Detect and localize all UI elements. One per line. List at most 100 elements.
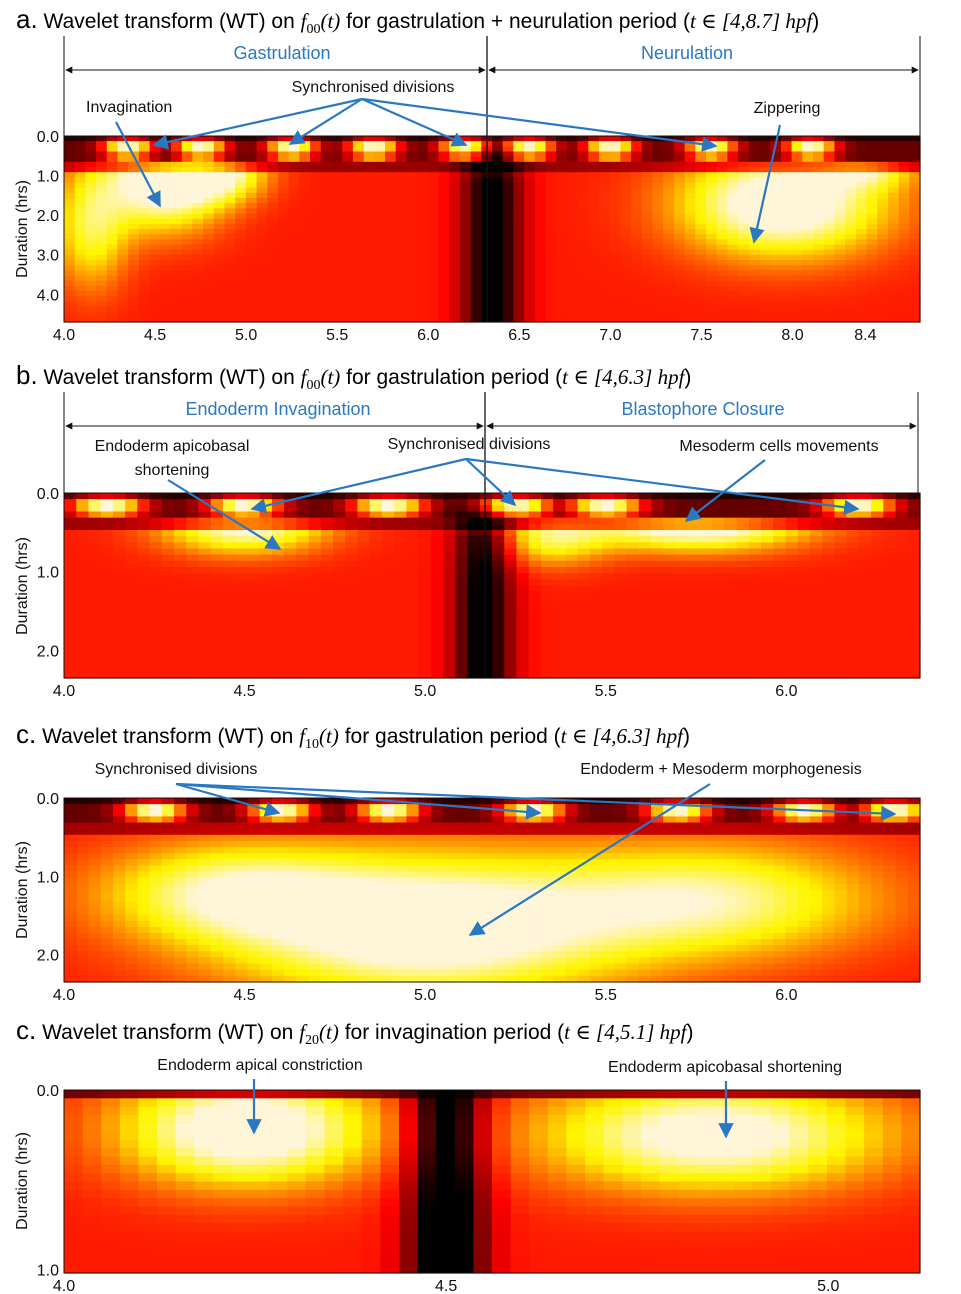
heatmap-cell: [418, 634, 432, 642]
heatmap-cell: [609, 213, 621, 220]
heatmap-cell: [210, 585, 224, 593]
heatmap-cell: [770, 306, 782, 313]
heatmap-cell: [267, 285, 279, 292]
heatmap-cell: [736, 647, 750, 654]
heatmap-cell: [427, 172, 440, 178]
heatmap-cell: [385, 177, 397, 184]
heatmap-cell: [245, 239, 258, 246]
heatmap-cell: [245, 306, 258, 313]
heatmap-cell: [213, 270, 226, 277]
heatmap-cell: [106, 203, 119, 209]
heatmap-cell: [470, 156, 482, 163]
phase-label-neurulation: Neurulation: [641, 43, 733, 63]
heatmap-cell: [406, 156, 418, 163]
heatmap-cell: [895, 554, 909, 562]
heatmap-cell: [128, 167, 140, 173]
heatmap-cell: [299, 203, 311, 209]
heatmap-cell: [106, 141, 119, 147]
heatmap-cell: [222, 542, 236, 550]
heatmap-cell: [845, 192, 857, 199]
heatmap-cell: [342, 280, 354, 287]
heatmap-cell: [352, 141, 365, 147]
heatmap-cell: [117, 265, 129, 271]
heatmap-cell: [198, 579, 212, 587]
heatmap-cell: [449, 229, 461, 235]
heatmap-cell: [748, 136, 761, 142]
heatmap-cell: [712, 585, 725, 593]
heatmap-cell: [331, 223, 343, 230]
heatmap-cell: [545, 275, 557, 282]
heatmap-cell: [492, 634, 505, 642]
heatmap-cell: [320, 659, 334, 667]
heatmap-cell: [724, 493, 738, 500]
heatmap-cell: [877, 156, 889, 163]
heatmap-cell: [203, 177, 215, 184]
heatmap-cell: [877, 270, 889, 277]
heatmap-cell: [748, 523, 762, 531]
heatmap-cell: [770, 311, 782, 318]
heatmap-cell: [374, 285, 386, 292]
heatmap-cell: [210, 560, 224, 568]
heatmap-cell: [149, 597, 163, 605]
heatmap-cell: [791, 182, 803, 189]
heatmap-cell: [589, 610, 603, 617]
heatmap-cell: [74, 260, 86, 266]
heatmap-cell: [761, 579, 774, 587]
heatmap-cell: [259, 585, 273, 593]
heatmap-cell: [716, 254, 728, 261]
heatmap-cell: [663, 573, 677, 580]
heatmap-cell: [907, 610, 921, 617]
heatmap-cell: [369, 591, 383, 599]
heatmap-cell: [418, 653, 432, 661]
heatmap-cell: [271, 634, 285, 642]
heatmap-cell: [773, 597, 787, 605]
heatmap-cell: [855, 260, 868, 266]
heatmap-cell: [524, 265, 536, 271]
heatmap-cell: [137, 499, 151, 506]
heatmap-cell: [759, 249, 771, 256]
heatmap-cell: [374, 234, 386, 240]
heatmap-cell: [565, 659, 579, 667]
heatmap-cell: [695, 296, 707, 302]
heatmap-cell: [898, 311, 910, 318]
heatmap-cell: [545, 223, 557, 230]
heatmap-cell: [181, 306, 193, 313]
heatmap-cell: [706, 198, 718, 204]
heatmap-cell: [834, 260, 846, 266]
heatmap-cell: [288, 146, 300, 153]
heatmap-cell: [342, 260, 354, 266]
heatmap-cell: [909, 275, 921, 282]
heatmap-cell: [406, 234, 418, 240]
heatmap-cell: [822, 573, 835, 580]
heatmap-cell: [566, 285, 579, 292]
heatmap-cell: [513, 177, 525, 184]
heatmap-cell: [545, 192, 557, 199]
heatmap-cell: [609, 296, 621, 302]
heatmap-cell: [641, 265, 654, 271]
heatmap-cell: [773, 548, 787, 556]
heatmap-cell: [553, 622, 566, 630]
heatmap-cell: [785, 653, 799, 661]
heatmap-cell: [712, 560, 725, 568]
heatmap-cell: [791, 136, 803, 142]
heatmap-cell: [406, 151, 418, 158]
heatmap-cell: [100, 622, 114, 630]
heatmap-cell: [345, 628, 359, 636]
heatmap-cell: [174, 567, 187, 574]
heatmap-cell: [898, 234, 910, 240]
heatmap-cell: [716, 285, 728, 292]
heatmap-cell: [641, 234, 654, 240]
heatmap-cell: [320, 634, 334, 642]
heatmap-cell: [125, 560, 138, 568]
heatmap-cell: [699, 647, 713, 654]
heatmap-cell: [802, 265, 814, 271]
heatmap-cell: [524, 280, 536, 287]
heatmap-cell: [663, 291, 675, 297]
heatmap-cell: [74, 182, 86, 189]
heatmap-cell: [673, 182, 686, 189]
heatmap-cell: [430, 610, 444, 617]
heatmap-cell: [791, 260, 803, 266]
heatmap-cell: [259, 493, 273, 500]
heatmap-cell: [320, 517, 334, 525]
heatmap-cell: [161, 622, 175, 630]
